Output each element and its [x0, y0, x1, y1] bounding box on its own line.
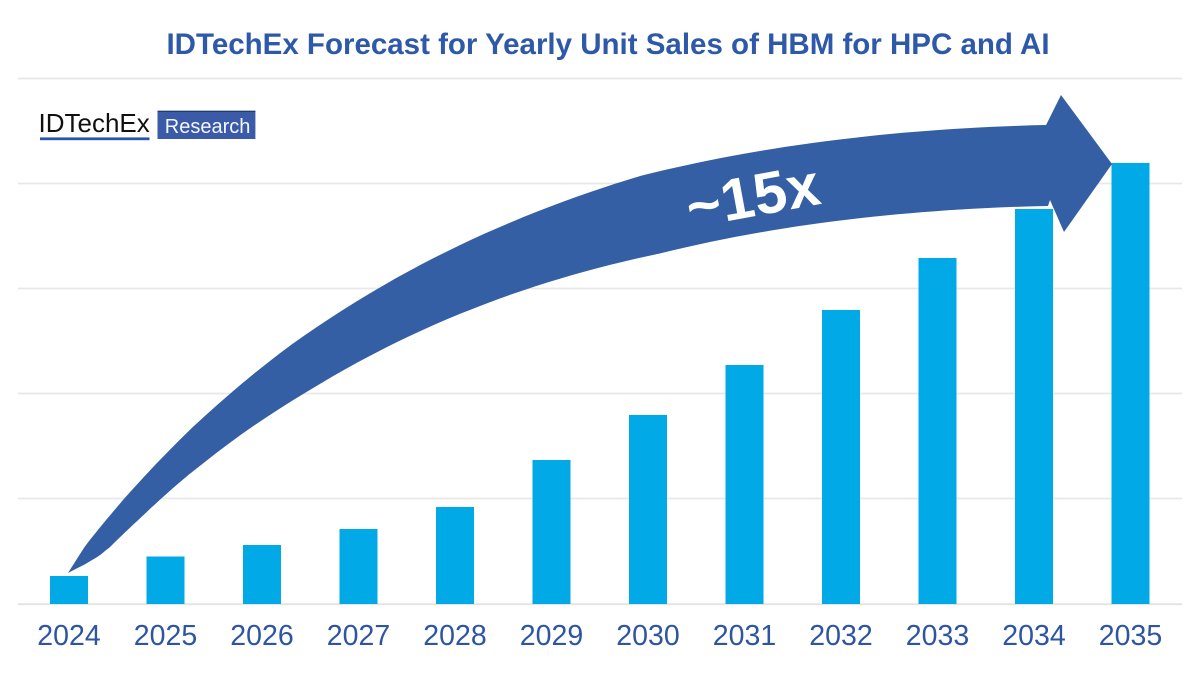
svg-text:2028: 2028	[423, 620, 486, 652]
svg-text:2034: 2034	[1002, 620, 1066, 652]
svg-text:2030: 2030	[616, 620, 679, 652]
svg-text:2035: 2035	[1099, 620, 1162, 652]
svg-text:IDTechEx: IDTechEx	[39, 108, 150, 138]
svg-text:IDTechEx Forecast for Yearly U: IDTechEx Forecast for Yearly Unit Sales …	[166, 28, 1049, 61]
svg-text:2025: 2025	[134, 620, 197, 652]
svg-text:Research: Research	[165, 116, 251, 138]
svg-text:2029: 2029	[520, 620, 583, 652]
svg-text:2033: 2033	[906, 620, 969, 652]
svg-text:2027: 2027	[327, 620, 390, 652]
svg-text:2024: 2024	[37, 620, 101, 652]
svg-text:2032: 2032	[809, 620, 872, 652]
svg-text:2026: 2026	[230, 620, 293, 652]
svg-text:2031: 2031	[713, 620, 776, 652]
